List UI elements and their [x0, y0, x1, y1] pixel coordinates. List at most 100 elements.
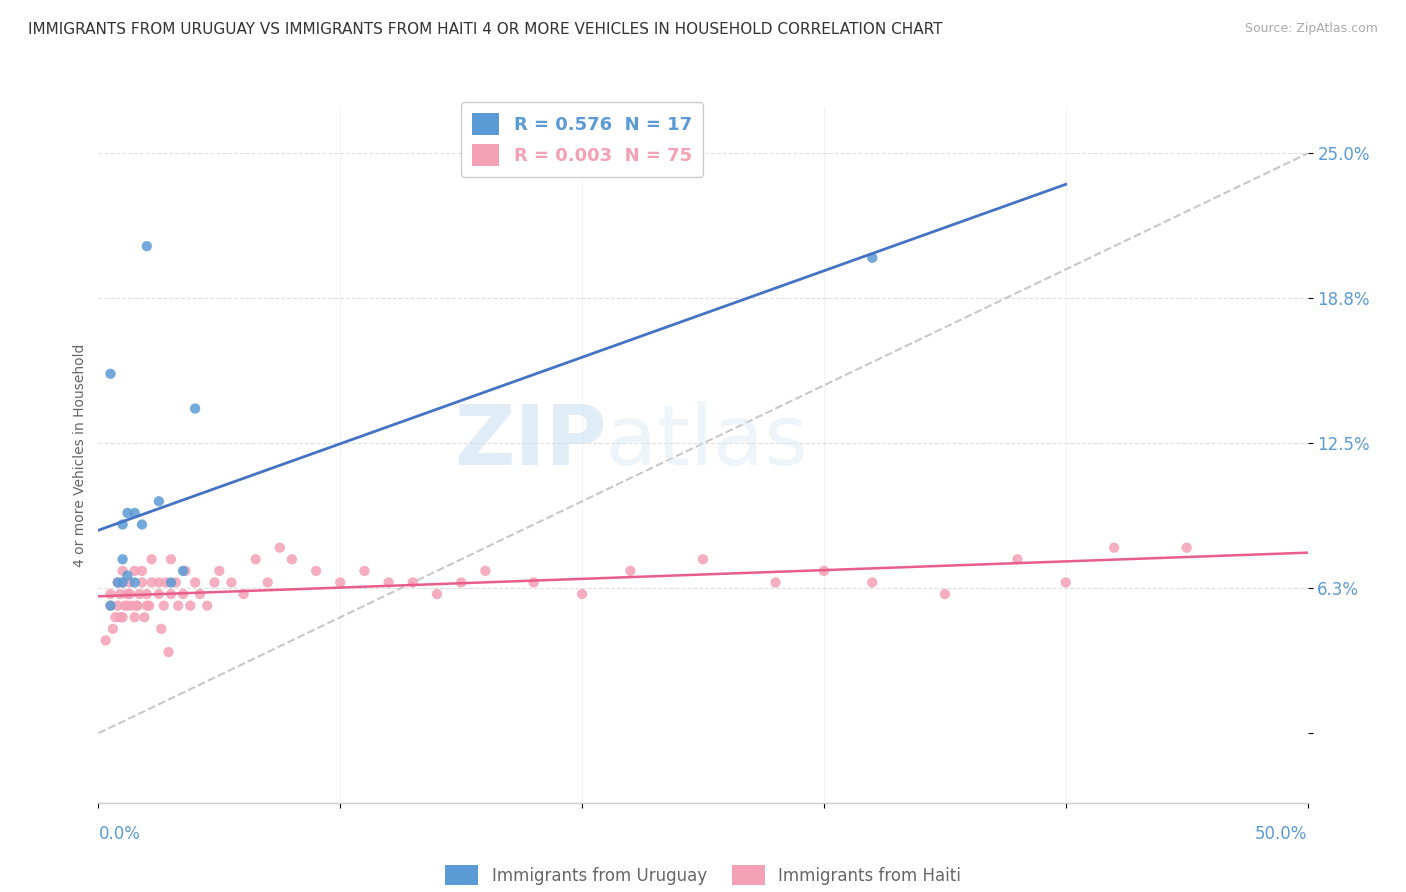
Point [523, 575, 546, 590]
Point [127, 599, 149, 613]
Point [135, 599, 157, 613]
Point [111, 564, 134, 578]
Point [167, 599, 190, 613]
Point [107, 599, 129, 613]
Point [245, 552, 267, 566]
Point [377, 575, 399, 590]
Point [152, 599, 174, 613]
Point [128, 587, 150, 601]
Point [148, 587, 170, 601]
Point [450, 575, 472, 590]
Point [100, 587, 122, 601]
Point [426, 587, 449, 601]
Point [124, 575, 146, 590]
Point [188, 587, 211, 601]
Point [141, 575, 163, 590]
Point [118, 575, 141, 590]
Point [474, 564, 496, 578]
Point [111, 610, 134, 624]
Point [124, 564, 146, 578]
Point [108, 610, 131, 624]
Point [111, 552, 134, 566]
Point [1175, 541, 1198, 555]
Point [131, 575, 153, 590]
Point [100, 367, 122, 381]
Point [148, 575, 170, 590]
Point [127, 599, 149, 613]
Point [329, 575, 352, 590]
Point [118, 587, 141, 601]
Point [174, 564, 197, 578]
Point [860, 575, 883, 590]
Point [1054, 575, 1077, 590]
Point [619, 564, 641, 578]
Point [117, 587, 139, 601]
Point [141, 552, 163, 566]
Point [256, 575, 278, 590]
Point [305, 564, 328, 578]
Text: 50.0%: 50.0% [1256, 825, 1308, 843]
Point [138, 599, 160, 613]
Point [111, 575, 134, 590]
Point [114, 599, 136, 613]
Point [131, 564, 153, 578]
Point [124, 610, 146, 624]
Text: IMMIGRANTS FROM URUGUAY VS IMMIGRANTS FROM HAITI 4 OR MORE VEHICLES IN HOUSEHOLD: IMMIGRANTS FROM URUGUAY VS IMMIGRANTS FR… [28, 22, 942, 37]
Point [135, 239, 157, 253]
Point [150, 622, 173, 636]
Point [281, 552, 304, 566]
Point [160, 587, 183, 601]
Point [94, 633, 117, 648]
Point [208, 564, 231, 578]
Text: atlas: atlas [606, 401, 808, 482]
Point [692, 552, 714, 566]
Point [353, 564, 375, 578]
Point [131, 517, 153, 532]
Point [1007, 552, 1029, 566]
Point [179, 599, 201, 613]
Point [121, 599, 143, 613]
Point [160, 575, 183, 590]
Point [172, 587, 194, 601]
Point [100, 599, 122, 613]
Point [100, 599, 122, 613]
Point [117, 599, 139, 613]
Point [117, 568, 139, 582]
Point [860, 251, 883, 265]
Point [157, 645, 180, 659]
Point [160, 552, 183, 566]
Point [104, 610, 127, 624]
Point [813, 564, 835, 578]
Text: 0.0%: 0.0% [98, 825, 141, 843]
Point [117, 506, 139, 520]
Point [148, 494, 170, 508]
Point [232, 587, 254, 601]
Point [172, 564, 194, 578]
Text: ZIP: ZIP [454, 401, 606, 482]
Point [402, 575, 425, 590]
Point [204, 575, 226, 590]
Point [221, 575, 243, 590]
Point [571, 587, 593, 601]
Point [135, 587, 157, 601]
Point [195, 599, 218, 613]
Point [108, 587, 131, 601]
Point [107, 575, 129, 590]
Point [269, 541, 291, 555]
Point [111, 575, 134, 590]
Y-axis label: 4 or more Vehicles in Household: 4 or more Vehicles in Household [73, 343, 87, 566]
Point [765, 575, 787, 590]
Point [111, 517, 134, 532]
Point [155, 575, 177, 590]
Point [1102, 541, 1125, 555]
Legend: Immigrants from Uruguay, Immigrants from Haiti: Immigrants from Uruguay, Immigrants from… [439, 858, 967, 892]
Point [934, 587, 956, 601]
Point [107, 575, 129, 590]
Point [184, 575, 207, 590]
Point [101, 622, 124, 636]
Point [184, 401, 207, 416]
Point [165, 575, 187, 590]
Point [124, 506, 146, 520]
Text: Source: ZipAtlas.com: Source: ZipAtlas.com [1244, 22, 1378, 36]
Point [134, 610, 156, 624]
